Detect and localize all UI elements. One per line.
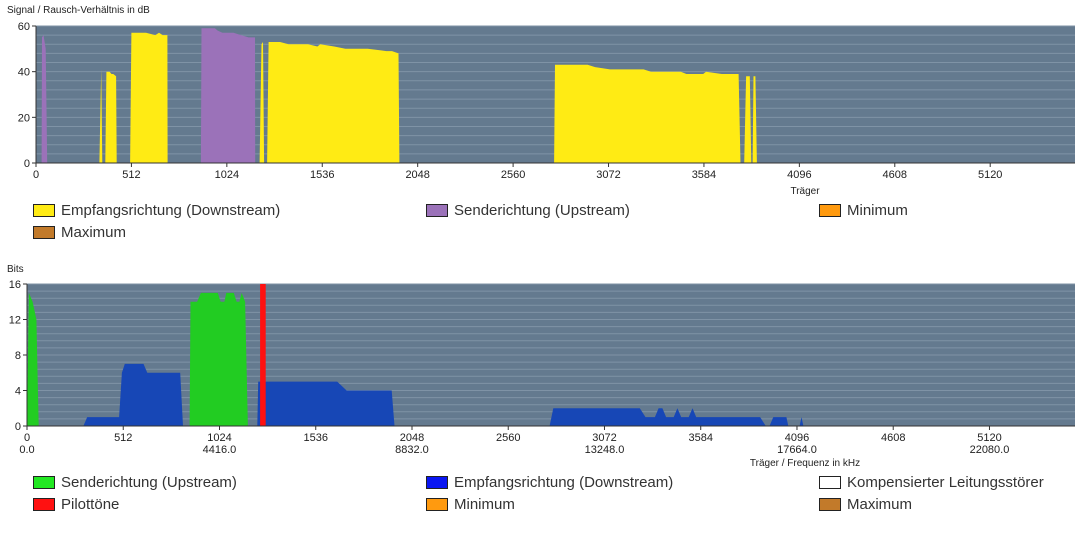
legend-item-bits-upstream[interactable]: Senderichtung (Upstream): [33, 474, 237, 491]
series-area: [260, 284, 266, 426]
x-tick-label: 4608: [881, 432, 905, 444]
legend-label: Senderichtung (Upstream): [454, 202, 630, 219]
series-area: [41, 28, 256, 163]
legend-item-snr-minimum[interactable]: Minimum: [819, 202, 908, 219]
legend-label: Empfangsrichtung (Downstream): [454, 474, 674, 491]
y-tick-label: 60: [18, 21, 30, 33]
legend-label: Maximum: [61, 224, 127, 241]
x-axis-title: Träger: [790, 186, 820, 197]
legend-item-snr-maximum[interactable]: Maximum: [33, 224, 126, 241]
bits-chart-title: Bits: [7, 264, 24, 275]
legend-swatch: [819, 204, 841, 217]
x-tick-label: 1024: [215, 169, 239, 181]
legend-label: Maximum: [847, 496, 913, 513]
x-freq-label: 17664.0: [777, 444, 817, 456]
x-tick-label: 0: [33, 169, 39, 181]
legend-item-bits-minimum[interactable]: Minimum: [426, 496, 515, 513]
legend-swatch: [33, 204, 55, 217]
x-tick-label: 2560: [501, 169, 525, 181]
x-tick-label: 3072: [592, 432, 616, 444]
y-tick-label: 0: [15, 421, 21, 433]
x-tick-label: 2048: [400, 432, 424, 444]
x-tick-label: 5120: [977, 432, 1001, 444]
x-tick-label: 512: [114, 432, 132, 444]
bits-legend: Senderichtung (Upstream) Empfangsrichtun…: [0, 472, 1076, 522]
x-tick-label: 2560: [496, 432, 520, 444]
legend-swatch: [819, 476, 841, 489]
legend-label: Pilottöne: [61, 496, 120, 513]
y-tick-label: 40: [18, 67, 30, 79]
x-tick-label: 4096: [787, 169, 811, 181]
legend-swatch: [33, 476, 55, 489]
legend-label: Minimum: [454, 496, 515, 513]
legend-swatch: [426, 476, 448, 489]
legend-swatch: [33, 498, 55, 511]
snr-legend: Empfangsrichtung (Downstream) Sendericht…: [0, 200, 1076, 245]
x-axis-title: Träger / Frequenz in kHz: [750, 458, 860, 469]
legend-item-bits-downstream[interactable]: Empfangsrichtung (Downstream): [426, 474, 673, 491]
y-tick-label: 12: [9, 315, 21, 327]
legend-swatch: [426, 498, 448, 511]
x-tick-label: 1536: [310, 169, 334, 181]
snr-chart: 0 20 40 60 0 512 1024 1536 2048 2560 3072 3584 4096 4…: [18, 21, 1075, 197]
legend-item-bits-pilot[interactable]: Pilottöne: [33, 496, 119, 513]
x-tick-label: 1536: [303, 432, 327, 444]
x-freq-label: 4416.0: [203, 444, 237, 456]
x-tick-label: 5120: [978, 169, 1002, 181]
legend-swatch: [426, 204, 448, 217]
y-tick-label: 20: [18, 112, 30, 124]
y-tick-label: 16: [9, 279, 21, 291]
legend-label: Minimum: [847, 202, 908, 219]
legend-label: Senderichtung (Upstream): [61, 474, 237, 491]
legend-swatch: [33, 226, 55, 239]
x-tick-label: 0: [24, 432, 30, 444]
legend-item-snr-downstream[interactable]: Empfangsrichtung (Downstream): [33, 202, 280, 219]
legend-item-bits-crosstalk[interactable]: Kompensierter Leitungsstörer: [819, 474, 1044, 491]
x-tick-label: 4608: [883, 169, 907, 181]
x-tick-label: 3584: [688, 432, 712, 444]
legend-swatch: [819, 498, 841, 511]
legend-label: Kompensierter Leitungsstörer: [847, 474, 1044, 491]
x-freq-label: 13248.0: [585, 444, 625, 456]
x-tick-label: 3072: [596, 169, 620, 181]
x-tick-label: 4096: [785, 432, 809, 444]
legend-label: Empfangsrichtung (Downstream): [61, 202, 281, 219]
legend-item-snr-upstream[interactable]: Senderichtung (Upstream): [426, 202, 630, 219]
series-area: [99, 32, 757, 163]
x-tick-label: 512: [122, 169, 140, 181]
y-tick-label: 8: [15, 350, 21, 362]
y-tick-label: 0: [24, 158, 30, 170]
x-tick-label: 3584: [692, 169, 716, 181]
x-freq-label: 8832.0: [395, 444, 429, 456]
x-freq-label: 22080.0: [970, 444, 1010, 456]
snr-chart-title: Signal / Rausch-Verhältnis in dB: [7, 5, 150, 16]
series-area: [27, 292, 248, 426]
x-tick-label: 1024: [207, 432, 231, 444]
x-tick-label: 2048: [405, 169, 429, 181]
x-freq-label: 0.0: [19, 444, 34, 456]
y-tick-label: 4: [15, 386, 21, 398]
legend-item-bits-maximum[interactable]: Maximum: [819, 496, 912, 513]
